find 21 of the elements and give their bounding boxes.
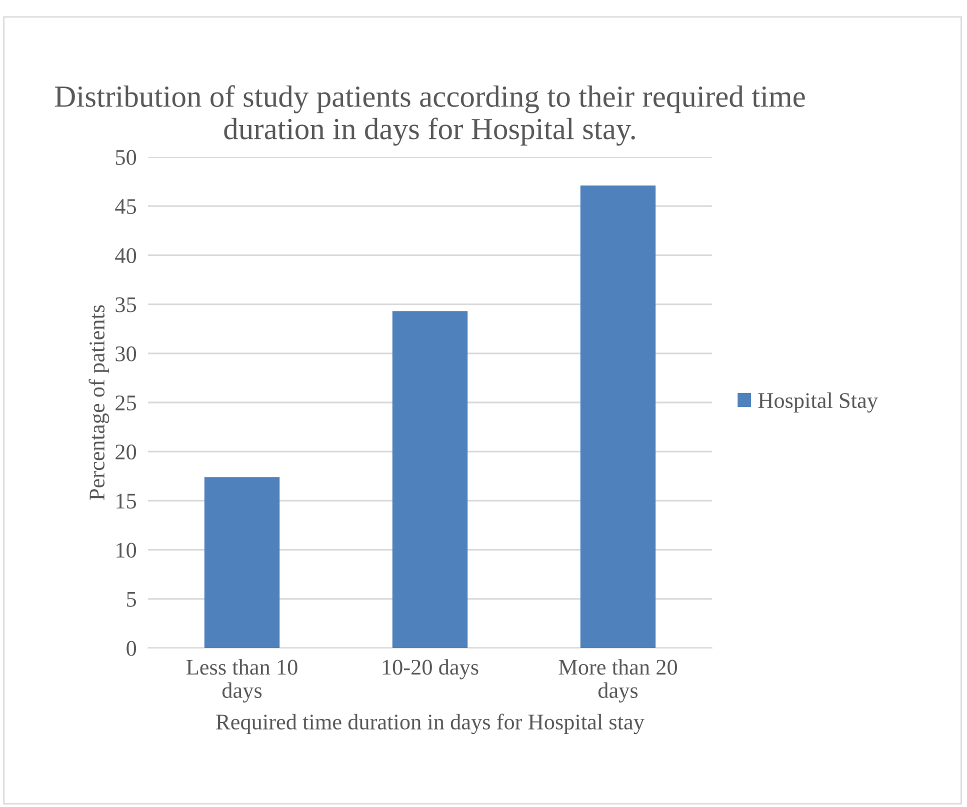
y-tick-label: 5 [127,592,136,607]
y-tick-label: 45 [115,199,136,214]
y-axis-title: Percentage of patients [88,305,110,500]
x-tick-label: 10-20 days [382,659,478,680]
bar [204,477,280,648]
y-tick-label: 30 [116,346,136,362]
y-tick-label: 0 [126,640,136,656]
chart-title: Distribution of study patients according to their required time duration in days for Hospital stay. [54,85,805,146]
y-tick-label: 35 [116,297,136,312]
y-tick-label: 25 [116,395,136,410]
y-tick-label: 20 [116,444,136,460]
bar [580,185,656,648]
y-tick-label: 40 [115,248,136,264]
y-tick-label: 50 [116,150,136,165]
y-tick-label: 15 [116,494,136,509]
x-tick-label: Less than 10 days [186,659,298,703]
legend-label: Hospital Stay [758,392,878,413]
y-tick-label: 10 [116,542,136,558]
bar [392,311,468,648]
x-axis-title: Required time duration in days for Hospital stay [216,714,644,734]
x-tick-label: More than 20 days [558,659,678,703]
